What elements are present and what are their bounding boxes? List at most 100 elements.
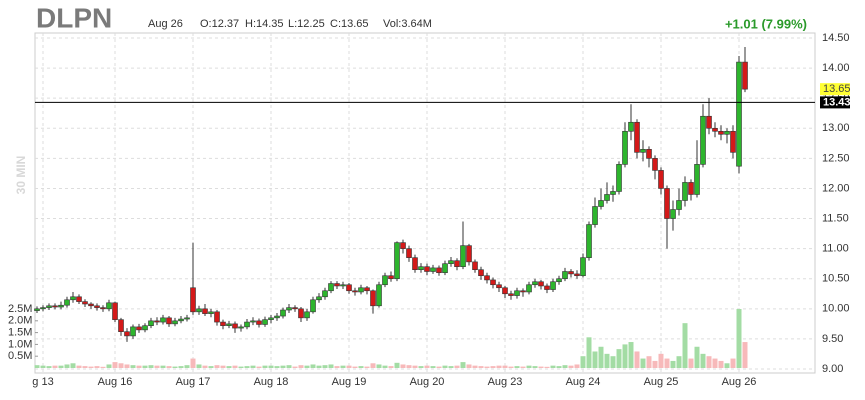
last-price-label: 13.65 [823, 83, 851, 95]
candle-body [550, 281, 556, 290]
candle-body [688, 182, 694, 195]
candle-body [172, 320, 178, 325]
price-line-label: 13.43 [823, 96, 851, 108]
volume-bar [382, 365, 388, 368]
candle-body [328, 283, 334, 292]
volume-bar [34, 365, 40, 368]
volume-bar [352, 366, 358, 368]
volume-bar [586, 337, 592, 368]
candle-body [562, 271, 568, 280]
volume-bar [478, 366, 484, 368]
candle-body [208, 311, 214, 314]
volume-bar [196, 364, 202, 368]
volume-bar [652, 360, 658, 368]
candle-body [364, 287, 370, 292]
header-volume: Vol:3.64M [383, 18, 432, 30]
candle-body [442, 263, 448, 274]
y-tick-label: 14.00 [822, 62, 850, 74]
volume-bar [676, 356, 682, 368]
volume-bar [232, 365, 238, 368]
x-tick-label: g 13 [32, 376, 53, 388]
candle-body [358, 287, 364, 293]
candle-body [250, 320, 256, 323]
volume-bar [328, 364, 334, 368]
volume-bar [580, 356, 586, 368]
candle-body [244, 321, 250, 328]
candle-body [238, 326, 244, 329]
y-tick-label: 9.00 [822, 363, 843, 375]
volume-bar [670, 360, 676, 368]
candle-body [712, 127, 718, 132]
volume-bar [418, 366, 424, 368]
volume-bar [664, 358, 670, 368]
volume-bar [112, 362, 118, 368]
volume-bar [490, 366, 496, 368]
candle-body [154, 320, 160, 323]
interval: 30 MIN [14, 156, 28, 195]
x-tick-label: Aug 23 [488, 376, 523, 388]
candle-body [472, 261, 478, 271]
volume-bar [256, 366, 262, 368]
candle-body [700, 115, 706, 165]
volume-bar [604, 353, 610, 368]
candle-body [64, 299, 70, 306]
candle-body [694, 164, 700, 195]
x-tick-label: Aug 16 [98, 376, 133, 388]
volume-bar [244, 366, 250, 368]
volume-bar [610, 356, 616, 368]
candle-body [424, 266, 430, 272]
candle-body [178, 318, 184, 322]
volume-bar [226, 366, 232, 368]
candle-body [622, 130, 628, 165]
volume-bar [736, 309, 742, 368]
volume-bar [634, 351, 640, 368]
volume-bar [346, 365, 352, 368]
candle-body [268, 317, 274, 320]
volume-bar [298, 365, 304, 368]
y-tick-label: 9.50 [822, 333, 843, 345]
candle-body [220, 321, 226, 326]
candle-body [484, 275, 490, 281]
candle-body [508, 293, 514, 296]
volume-bar [334, 366, 340, 368]
candle-body [274, 315, 280, 319]
volume-bar [184, 365, 190, 368]
volume-bar [100, 366, 106, 368]
volume-bar [424, 365, 430, 368]
candle-body [94, 305, 100, 308]
x-tick-label: Aug 19 [332, 376, 367, 388]
volume-bar [94, 366, 100, 368]
candle-body [670, 209, 676, 219]
candle-body [346, 284, 352, 292]
volume-bar [394, 362, 400, 368]
candle-body [586, 224, 592, 258]
volume-bar [148, 365, 154, 368]
volume-bar [64, 364, 70, 368]
candle-body [190, 287, 196, 313]
volume-bar [406, 365, 412, 368]
volume-bar [526, 365, 532, 368]
candle-body [478, 269, 484, 277]
volume-bar [88, 366, 94, 368]
volume-bar [208, 366, 214, 368]
candle-body [148, 320, 154, 326]
candle-body [502, 287, 508, 295]
volume-bar [154, 365, 160, 368]
candle-body [616, 164, 622, 192]
candle-body [370, 290, 376, 307]
volume-bar [556, 366, 562, 368]
header-low: L:12.25 [288, 18, 325, 30]
volume-bar [316, 365, 322, 368]
volume-bar [364, 366, 370, 368]
change: +1.01 (7.99%) [725, 16, 807, 31]
candle-body [106, 302, 112, 310]
volume-bar [358, 366, 364, 368]
volume-bar [616, 349, 622, 368]
candle-body [742, 61, 748, 90]
volume-bar [682, 323, 688, 368]
volume-bar [70, 363, 76, 368]
volume-bar [628, 342, 634, 368]
volume-bar [448, 366, 454, 368]
candle-body [202, 308, 208, 314]
